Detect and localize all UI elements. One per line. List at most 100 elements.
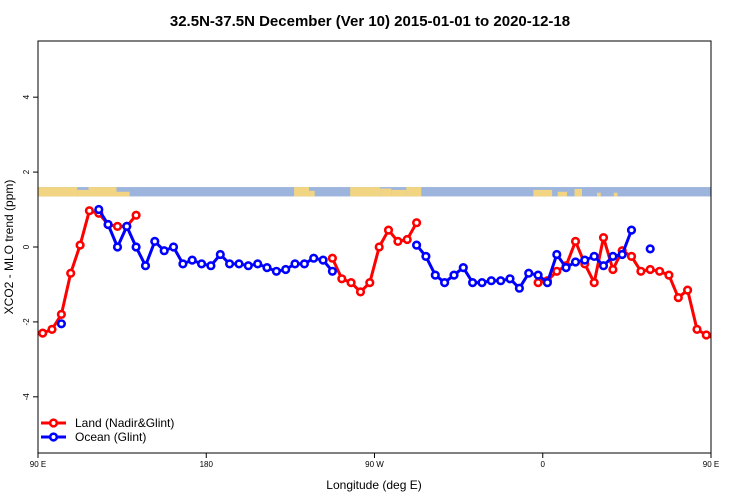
data-point: [187, 255, 197, 265]
data-point: [103, 219, 113, 230]
data-point: [309, 253, 319, 263]
data-point: [524, 268, 534, 278]
data-point: [337, 274, 347, 284]
land-segment: [77, 189, 89, 197]
series-line: [42, 209, 138, 335]
data-point: [383, 225, 394, 235]
data-point: [468, 278, 478, 288]
land-segment: [391, 189, 407, 197]
data-point: [299, 259, 310, 269]
land-segment: [309, 190, 315, 197]
y-axis: -4 -2 0 2 4: [22, 94, 38, 400]
legend-marker: [48, 418, 59, 428]
data-point: [346, 278, 356, 288]
data-point: [701, 330, 711, 340]
data-point: [178, 259, 188, 269]
data-point: [327, 253, 338, 263]
data-point: [636, 266, 646, 276]
legend-label: Ocean (Glint): [75, 430, 146, 444]
land-ocean-band: [38, 187, 711, 197]
land-segment: [380, 188, 392, 197]
data-point: [673, 293, 683, 303]
data-point: [38, 328, 48, 338]
data-point: [664, 270, 674, 280]
land-segment: [613, 192, 618, 197]
y-tick-label: -4: [22, 393, 31, 401]
data-point: [608, 264, 618, 275]
data-point: [168, 242, 179, 252]
data-point: [654, 266, 665, 276]
data-point: [234, 259, 244, 269]
data-point: [533, 270, 543, 280]
data-point: [496, 276, 506, 286]
data-point: [598, 261, 609, 271]
data-point: [570, 257, 581, 267]
land-segment: [350, 187, 381, 197]
y-tick-label: 2: [22, 169, 31, 174]
data-point: [552, 249, 562, 260]
data-point: [645, 264, 655, 275]
data-point: [570, 236, 581, 246]
data-point: [355, 287, 366, 297]
data-point: [458, 263, 468, 273]
x-axis: 90 E 180 90 W 0 90 E: [30, 453, 719, 469]
series-line: [331, 221, 418, 294]
data-point: [122, 221, 132, 231]
legend-item: Ocean (Glint): [41, 430, 146, 444]
data-point: [552, 266, 562, 276]
data-point: [412, 218, 422, 228]
data-point: [740, 321, 747, 328]
data-point: [75, 240, 85, 250]
data-point: [112, 221, 123, 231]
data-point: [393, 236, 403, 246]
data-point: [271, 266, 282, 276]
land-segment: [574, 188, 583, 197]
data-point: [374, 242, 384, 252]
land-segment: [557, 191, 568, 197]
data-point: [486, 276, 496, 286]
data-point: [449, 270, 459, 280]
data-point: [589, 251, 599, 261]
data-point: [626, 251, 637, 261]
data-point: [159, 246, 169, 256]
data-point: [626, 225, 637, 235]
data-point: [206, 261, 216, 271]
data-point: [617, 249, 627, 260]
series-layer: [38, 204, 747, 340]
data-point: [598, 233, 609, 243]
series-ocean: [56, 204, 747, 329]
legend-label: Land (Nadir&Glint): [75, 416, 174, 430]
data-point: [589, 278, 599, 288]
data-point: [327, 266, 338, 276]
land-segment: [406, 187, 422, 197]
data-point: [47, 324, 57, 335]
land-segment: [294, 187, 310, 197]
data-point: [131, 242, 141, 252]
data-point: [561, 263, 571, 273]
data-point: [505, 274, 515, 284]
data-point: [112, 242, 123, 252]
land-segment: [533, 189, 553, 197]
data-point: [692, 324, 702, 335]
data-point: [542, 278, 553, 288]
data-point: [533, 278, 543, 288]
data-point: [477, 278, 487, 288]
data-point: [430, 270, 440, 280]
data-point: [412, 240, 422, 250]
data-point: [740, 311, 747, 318]
x-tick-label: 0: [541, 460, 546, 469]
y-tick-label: 4: [22, 94, 31, 99]
data-point: [197, 259, 207, 269]
x-axis-label: Longitude (deg E): [326, 478, 421, 492]
data-point: [243, 261, 253, 271]
data-point: [608, 251, 618, 261]
data-point: [84, 206, 94, 216]
data-point: [421, 251, 431, 261]
legend-item: Land (Nadir&Glint): [41, 416, 174, 430]
y-axis-label: XCO2 - MLO trend (ppm): [2, 180, 16, 315]
legend: Land (Nadir&Glint)Ocean (Glint): [41, 416, 174, 444]
data-point: [645, 244, 655, 254]
x-tick-label: 180: [200, 460, 214, 469]
land-segment: [596, 192, 601, 197]
